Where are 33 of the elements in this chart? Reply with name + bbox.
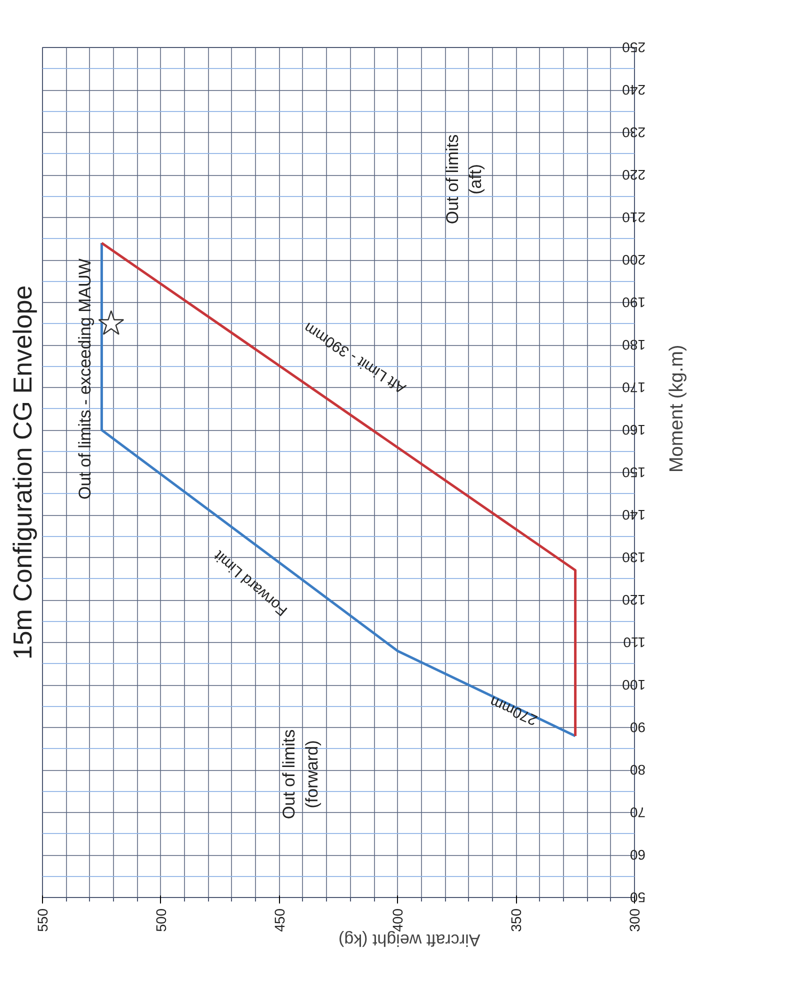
y-tick-label: 120 (622, 592, 646, 608)
y-tick-label: 100 (622, 677, 646, 693)
y-tick-label: 210 (622, 210, 646, 226)
x-tick-label: 400 (390, 908, 406, 932)
annotation: Out of limits (aft) (443, 134, 485, 224)
y-tick-label: 80 (630, 762, 646, 778)
y-tick-label: 180 (622, 337, 646, 353)
x-tick-label: 550 (34, 908, 50, 932)
annotation: Out of limits - exceeding MAUW (76, 258, 95, 500)
y-tick-label: 200 (622, 252, 646, 268)
y-tick-label: 150 (622, 464, 646, 480)
x-tick-label: 450 (271, 908, 288, 932)
y-tick-label: 170 (622, 380, 646, 396)
y-tick-label: 140 (622, 507, 646, 523)
x-axis-title: Aircraft weight (kg) (338, 930, 480, 950)
y-tick-label: 190 (622, 294, 646, 310)
y-tick-label: 160 (622, 422, 646, 438)
annotation: Out of limits (forward) (280, 729, 322, 820)
x-tick-label: 350 (508, 908, 524, 932)
y-tick-label: 70 (630, 804, 646, 820)
y-axis-title: Moment (kg.m) (666, 344, 688, 472)
x-tick-label: 300 (626, 908, 642, 932)
x-tick-label: 500 (152, 908, 169, 932)
y-tick-label: 90 (630, 720, 646, 736)
y-tick-label: 220 (622, 167, 646, 183)
text: 15m Configuration CG Envelope (8, 285, 38, 660)
y-tick-label: 110 (622, 634, 646, 650)
y-tick-label: 250 (622, 40, 646, 56)
y-tick-label: 130 (622, 550, 646, 566)
y-tick-label: 230 (622, 124, 646, 140)
y-tick-label: 60 (630, 847, 646, 863)
y-tick-label: 50 (630, 890, 646, 906)
y-tick-label: 240 (622, 82, 646, 98)
